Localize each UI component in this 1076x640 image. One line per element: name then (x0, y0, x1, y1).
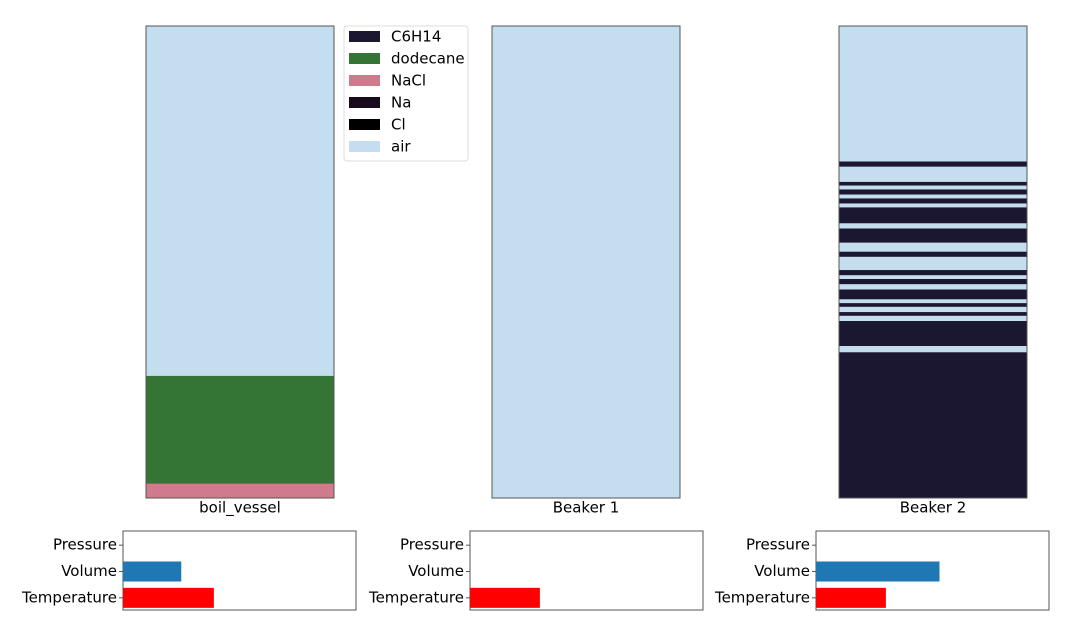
layer (492, 26, 680, 498)
layer (839, 256, 1027, 271)
category-label: Temperature (21, 588, 117, 606)
layer (839, 284, 1027, 290)
vessel-frame (145, 25, 335, 499)
vessel-frame (838, 25, 1028, 499)
layer (839, 303, 1027, 307)
layer (839, 194, 1027, 199)
legend-label: NaCl (391, 72, 426, 90)
layer (839, 228, 1027, 243)
layer (839, 275, 1027, 279)
layer (839, 278, 1027, 285)
category-label: Pressure (53, 536, 117, 554)
category-label: Pressure (400, 536, 464, 554)
legend-label: C6H14 (391, 28, 441, 46)
bar (816, 561, 940, 582)
layer (839, 161, 1027, 167)
legend-swatch (349, 53, 380, 64)
layer (146, 26, 334, 376)
layer (839, 198, 1027, 204)
layer (839, 166, 1027, 182)
legend-label: air (391, 138, 411, 156)
category-label: Volume (754, 562, 810, 580)
layer (839, 251, 1027, 257)
layer (839, 346, 1027, 353)
category-label: Volume (61, 562, 117, 580)
layer (839, 306, 1027, 313)
layer (839, 207, 1027, 224)
layer (839, 315, 1027, 321)
bar (816, 587, 886, 608)
vessel-frame (491, 25, 681, 499)
category-label: Temperature (714, 588, 810, 606)
legend-swatch (349, 141, 380, 152)
legend-swatch (349, 31, 380, 42)
layer (839, 352, 1027, 498)
layer (839, 242, 1027, 252)
layer (839, 289, 1027, 300)
category-label: Temperature (368, 588, 464, 606)
legend-label: dodecane (391, 50, 465, 68)
layer (839, 321, 1027, 347)
layer (839, 185, 1027, 190)
layer (839, 270, 1027, 276)
bar (123, 561, 182, 582)
legend-swatch (349, 75, 380, 86)
legend-label: Cl (391, 116, 406, 134)
layer (146, 483, 334, 498)
category-label: Pressure (746, 536, 810, 554)
legend-swatch (349, 97, 380, 108)
category-label: Volume (408, 562, 464, 580)
layer (839, 299, 1027, 304)
layer (839, 312, 1027, 316)
layer (146, 375, 334, 484)
vessel-label: Beaker 1 (553, 499, 620, 517)
layer (839, 223, 1027, 229)
vessel-label: Beaker 2 (900, 499, 967, 517)
layer (839, 26, 1027, 162)
layer (839, 181, 1027, 186)
bar (123, 587, 214, 608)
layer (839, 203, 1027, 208)
bar (470, 587, 540, 608)
legend-swatch (349, 119, 380, 130)
vessel-label: boil_vessel (199, 499, 281, 518)
legend-label: Na (391, 94, 411, 112)
layer (839, 189, 1027, 195)
